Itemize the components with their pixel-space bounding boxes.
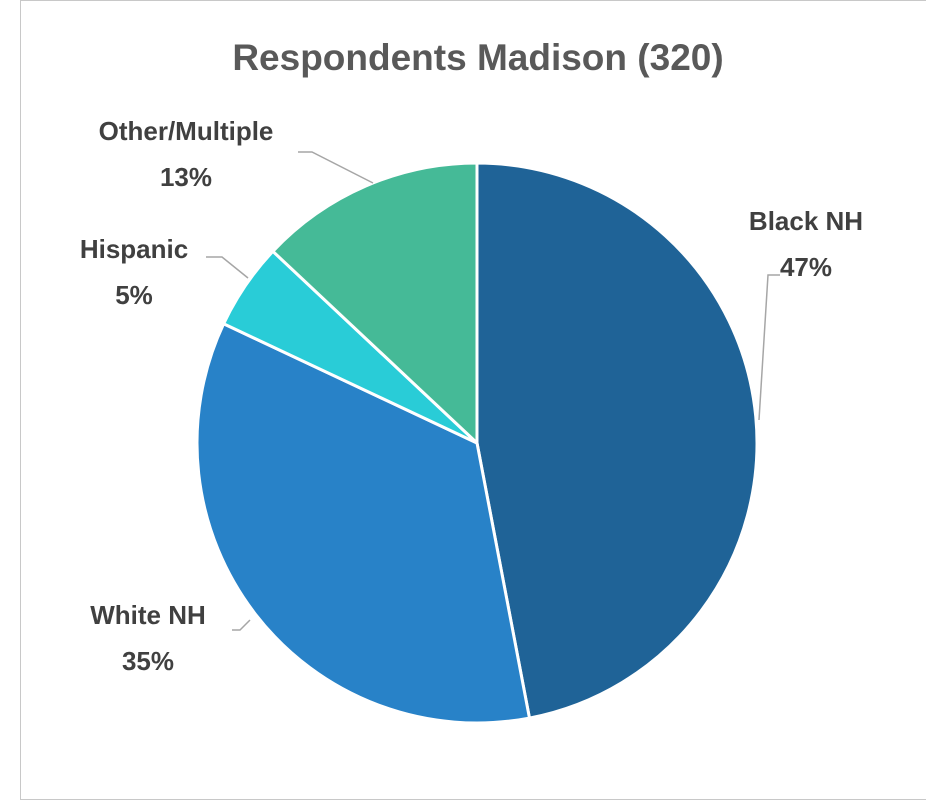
- slice-label-white-nh: White NH: [90, 600, 206, 630]
- slice-value-black-nh: 47%: [780, 252, 832, 282]
- leader-line-hispanic: [206, 256, 249, 279]
- pie-slice-other-multiple: [270, 161, 479, 447]
- leader-line-white-nh: [232, 619, 251, 631]
- slice-value-other-multiple: 13%: [160, 162, 212, 192]
- pie-slices: [195, 161, 759, 725]
- slice-label-hispanic: Hispanic: [80, 234, 188, 264]
- slice-label-other-multiple: Other/Multiple: [99, 116, 274, 146]
- slice-label-black-nh: Black NH: [749, 206, 863, 236]
- pie-slice-black-nh: [475, 161, 759, 720]
- data-labels: Black NH 47% White NH 35% Hispanic 5% Other/Mu…: [80, 116, 863, 676]
- chart-title: Respondents Madison (320): [232, 37, 723, 78]
- slice-value-white-nh: 35%: [122, 646, 174, 676]
- pie-slice-white-nh: [195, 321, 532, 725]
- leader-lines: [206, 151, 780, 631]
- slice-value-hispanic: 5%: [115, 280, 153, 310]
- leader-line-black-nh: [758, 274, 780, 421]
- leader-line-other-multiple: [298, 151, 374, 184]
